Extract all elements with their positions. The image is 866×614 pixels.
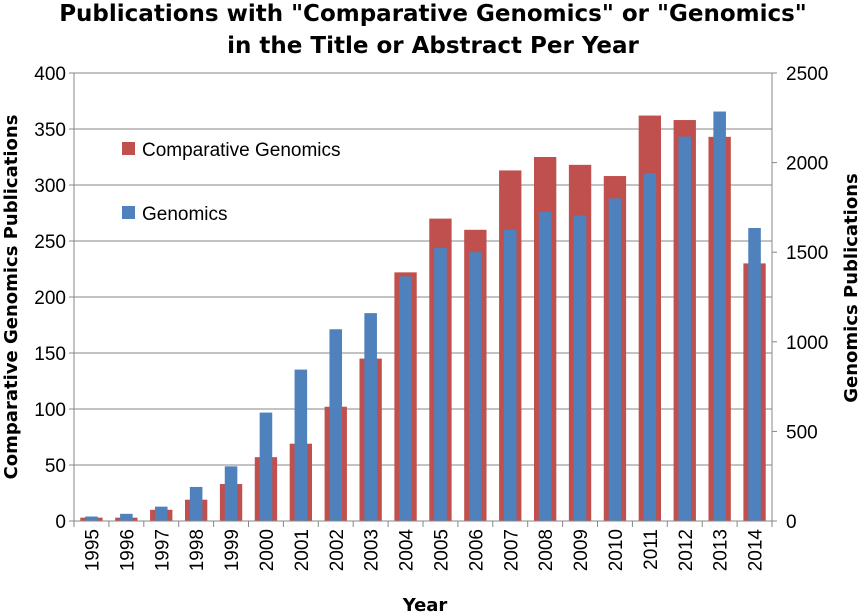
right-tick-label: 1500	[786, 243, 828, 264]
bar-genomics-1996	[120, 513, 133, 521]
bar-genomics-2009	[573, 215, 587, 522]
left-tick-label: 400	[34, 64, 66, 85]
legend-swatch-comparative-genomics	[122, 142, 135, 155]
bar-genomics-1999	[224, 466, 238, 521]
bar-genomics-2014	[748, 228, 761, 521]
x-tick-label: 1998	[187, 529, 208, 571]
chart-title-line-2: in the Title or Abstract Per Year	[227, 33, 639, 59]
x-tick-label: 2008	[536, 529, 557, 571]
left-tick-label: 150	[34, 344, 66, 365]
legend: Comparative Genomics Genomics	[122, 140, 341, 225]
bars	[80, 111, 766, 522]
x-tick-label: 2004	[397, 529, 418, 572]
x-tick-label: 2012	[676, 529, 697, 571]
left-tick-label: 350	[34, 120, 66, 141]
x-tick-label: 2002	[327, 529, 348, 571]
left-tick-label: 300	[34, 176, 66, 197]
x-tick-label: 2011	[641, 529, 662, 570]
bar-genomics-2005	[434, 247, 447, 521]
legend-swatch-genomics	[122, 206, 135, 219]
x-tick-label: 2014	[746, 529, 767, 572]
x-tick-label: 2010	[606, 529, 627, 571]
bar-genomics-2010	[608, 198, 622, 521]
x-tick-label: 1997	[152, 529, 173, 571]
chart-title-line-1: Publications with "Comparative Genomics"…	[59, 1, 807, 27]
legend-label-genomics: Genomics	[142, 204, 228, 225]
right-tick-label: 0	[786, 512, 797, 533]
x-tick-label: 2006	[466, 529, 487, 571]
bar-genomics-1995	[85, 516, 98, 521]
x-axis-title: Year	[402, 595, 448, 614]
left-tick-label: 50	[45, 456, 66, 477]
right-tick-label: 1000	[786, 333, 828, 354]
bar-genomics-2011	[643, 173, 657, 522]
x-tick-label: 2005	[431, 529, 452, 571]
x-axis-tick-labels: 1995 1996 1997 1998 1999 2000 2001 2002 2003 2004…	[82, 529, 766, 572]
bar-genomics-2001	[294, 369, 308, 521]
x-tick-label: 2000	[257, 529, 278, 571]
x-tick-label: 2009	[571, 529, 592, 571]
bar-genomics-2006	[469, 252, 482, 521]
x-tick-label: 2001	[292, 529, 313, 571]
left-tick-label: 0	[55, 512, 66, 533]
bar-genomics-2008	[538, 211, 552, 521]
bar-genomics-1997	[154, 506, 168, 521]
bar-genomics-2013	[713, 111, 726, 521]
left-tick-label: 200	[34, 288, 66, 309]
y-axis-left-title: Comparative Genomics Publications	[1, 115, 22, 480]
bar-genomics-2007	[503, 229, 517, 522]
x-tick-label: 2003	[362, 529, 383, 571]
bar-genomics-2002	[329, 329, 343, 521]
bar-genomics-2004	[399, 276, 412, 521]
axes	[69, 72, 777, 527]
x-tick-label: 1996	[117, 529, 138, 571]
bar-genomics-2012	[678, 136, 692, 521]
x-tick-label: 1995	[82, 529, 103, 571]
right-tick-label: 2000	[786, 154, 828, 175]
bar-genomics-2003	[364, 313, 377, 521]
bar-genomics-1998	[189, 486, 203, 521]
right-tick-label: 500	[786, 422, 818, 443]
left-axis-tick-labels: 0 50 100 150 200 250 300 350 400	[34, 64, 66, 533]
left-tick-label: 250	[34, 232, 66, 253]
legend-label-comparative-genomics: Comparative Genomics	[142, 140, 341, 161]
x-tick-label: 2007	[501, 529, 522, 571]
right-tick-label: 2500	[786, 64, 828, 85]
x-tick-label: 1999	[222, 529, 243, 571]
bar-genomics-2000	[259, 412, 273, 521]
x-tick-label: 2013	[711, 529, 732, 571]
y-axis-right-title: Genomics Publications	[841, 173, 862, 402]
left-tick-label: 100	[34, 400, 66, 421]
right-axis-tick-labels: 0 500 1000 1500 2000 2500	[786, 64, 828, 533]
